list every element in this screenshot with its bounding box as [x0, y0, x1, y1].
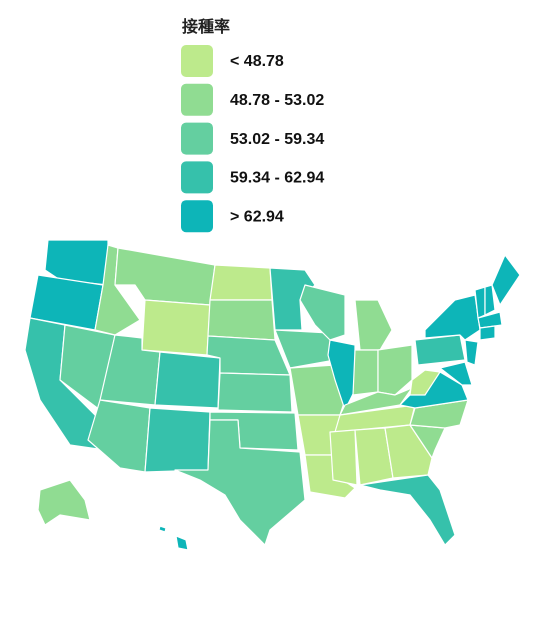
state-region	[352, 349, 379, 396]
state-region	[207, 299, 276, 341]
legend-title: 接種率	[182, 17, 230, 36]
legend-swatch	[181, 200, 213, 233]
state-region	[354, 299, 393, 351]
legend-label: 48.78 - 53.02	[230, 92, 324, 109]
legend-swatch	[181, 45, 213, 77]
state-region	[491, 254, 521, 306]
legend-label: > 62.94	[230, 208, 284, 225]
legend-label: < 48.78	[230, 53, 284, 70]
state-region	[377, 344, 413, 396]
state-region	[87, 399, 151, 473]
state-region	[484, 284, 496, 316]
state-region	[141, 299, 211, 356]
state-region	[158, 525, 167, 533]
state-region	[175, 535, 189, 551]
state-region	[37, 479, 91, 526]
state-region	[144, 407, 211, 473]
state-region	[464, 339, 479, 366]
state-region	[409, 369, 441, 396]
state-region	[359, 474, 456, 546]
state-region	[289, 364, 346, 416]
state-region	[329, 429, 358, 486]
state-region	[174, 419, 306, 546]
state-region	[206, 335, 291, 376]
legend-swatch	[181, 122, 213, 155]
state-region	[384, 424, 433, 479]
legend-label: 59.34 - 62.94	[230, 170, 324, 187]
state-region	[114, 247, 216, 306]
state-region	[424, 294, 481, 341]
legend-swatch	[181, 83, 213, 116]
state-region	[217, 372, 293, 413]
state-region	[414, 334, 466, 366]
legend-swatch	[181, 161, 213, 194]
legend: < 48.78 48.78 - 53.02 53.02 - 59.34 59.34 -…	[181, 45, 324, 233]
state-region	[477, 311, 503, 329]
state-region	[479, 325, 496, 341]
us-map	[24, 239, 521, 551]
state-region	[209, 264, 273, 301]
legend-label: 53.02 - 59.34	[230, 131, 324, 148]
state-region	[154, 351, 221, 409]
state-region	[439, 361, 473, 386]
